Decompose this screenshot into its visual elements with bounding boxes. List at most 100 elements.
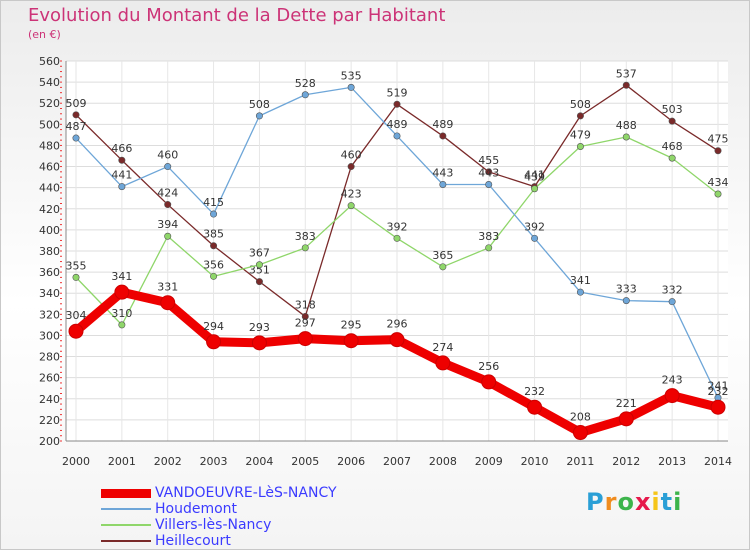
data-point [485,181,493,189]
legend-item: VANDOEUVRE-LèS-NANCY [101,485,337,501]
data-label: 509 [66,97,87,110]
legend-label: Heillecourt [155,533,231,549]
y-tick-label: 560 [39,55,60,68]
y-tick-label: 460 [39,161,60,174]
data-point [393,100,401,108]
data-label: 439 [524,171,545,184]
data-point [301,91,309,99]
data-label: 294 [203,320,224,333]
data-label: 221 [616,397,637,410]
data-point [255,278,263,286]
data-label: 455 [478,154,499,167]
y-tick-label: 380 [39,245,60,258]
x-tick-label: 2007 [383,455,411,468]
data-point [389,332,405,348]
data-label: 256 [478,360,499,373]
y-tick-label: 320 [39,308,60,321]
data-point [668,154,676,162]
legend-item: Houdemont [101,501,337,517]
data-point [68,323,84,339]
data-point [164,232,172,240]
x-tick-label: 2002 [154,455,182,468]
x-tick-label: 2009 [475,455,503,468]
x-tick-label: 2006 [337,455,365,468]
data-label: 488 [616,119,637,132]
data-point [527,399,543,415]
x-tick-label: 2014 [704,455,732,468]
data-label: 489 [432,118,453,131]
data-label: 333 [616,283,637,296]
data-point [435,355,451,371]
legend-swatch [101,508,151,510]
y-tick-label: 220 [39,414,60,427]
data-point [714,147,722,155]
data-label: 232 [524,385,545,398]
data-point [160,295,176,311]
data-point [576,112,584,120]
data-point [393,132,401,140]
data-point [347,83,355,91]
data-label: 508 [249,98,270,111]
data-point [393,234,401,242]
y-tick-label: 300 [39,329,60,342]
data-label: 385 [203,228,224,241]
data-point [439,132,447,140]
data-label: 341 [570,274,591,287]
data-point [572,425,588,441]
data-point [164,201,172,209]
data-point [118,156,126,164]
data-label: 423 [341,188,362,201]
data-point [622,297,630,305]
data-point [714,190,722,198]
x-tick-label: 2011 [566,455,594,468]
data-label: 441 [524,169,545,182]
data-label: 241 [708,380,729,393]
y-tick-label: 200 [39,435,60,448]
data-label: 383 [478,230,499,243]
data-label: 441 [111,169,132,182]
x-tick-label: 2000 [62,455,90,468]
logo-letter: P [586,488,605,516]
data-label: 479 [570,129,591,142]
data-label: 519 [387,86,408,99]
data-label: 443 [432,167,453,180]
data-point [210,210,218,218]
y-tick-label: 240 [39,393,60,406]
data-label: 392 [524,220,545,233]
x-tick-label: 2004 [245,455,273,468]
y-tick-label: 280 [39,351,60,364]
data-label: 487 [66,120,87,133]
data-point [72,273,80,281]
legend-item: Villers-lès-Nancy [101,517,337,533]
chart-title: Evolution du Montant de la Dette par Hab… [28,5,446,26]
data-label: 424 [157,187,178,200]
y-tick-label: 260 [39,372,60,385]
data-point [710,399,726,415]
logo-letter: i [673,488,683,516]
proxiti-logo: Proxiti [586,488,682,516]
data-point [481,374,497,390]
data-label: 310 [111,307,132,320]
data-point [301,244,309,252]
data-point [114,284,130,300]
x-tick-label: 2003 [200,455,228,468]
legend-label: VANDOEUVRE-LèS-NANCY [155,485,337,501]
y-tick-label: 540 [39,76,60,89]
data-label: 468 [662,140,683,153]
data-point [439,263,447,271]
data-label: 331 [157,281,178,294]
logo-letter: t [660,488,674,516]
data-point [485,168,493,176]
data-point [301,312,309,320]
data-label: 528 [295,77,316,90]
legend-swatch [101,524,151,526]
data-point [622,133,630,141]
data-point [622,81,630,89]
data-label: 351 [249,264,270,277]
data-label: 475 [708,133,729,146]
data-point [297,331,313,347]
data-label: 293 [249,321,270,334]
data-point [347,202,355,210]
x-tick-label: 2012 [612,455,640,468]
